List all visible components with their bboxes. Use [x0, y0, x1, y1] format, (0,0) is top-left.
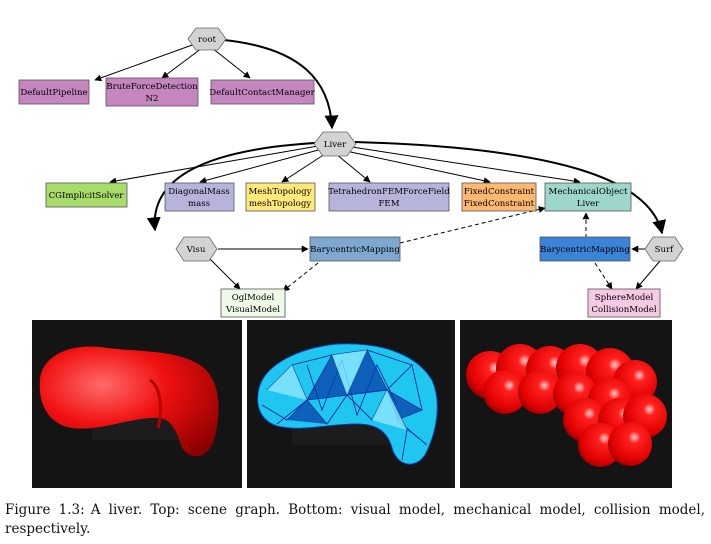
edge-liver-surf: [354, 141, 667, 235]
edge-surfmapping-sphere-dashed: [594, 262, 613, 290]
sphere-model-label-1: SphereModel: [595, 293, 654, 303]
node-ogl-model: OglModel VisualModel: [220, 288, 286, 318]
root-label: root: [198, 35, 216, 45]
node-root: root: [187, 27, 227, 51]
node-liver: Liver: [313, 131, 357, 157]
bruteforce-label-1: BruteForceDetection: [106, 82, 198, 92]
liver-label: Liver: [324, 140, 347, 150]
fem-label-2: FEM: [378, 199, 399, 209]
liver-visual-shape: [39, 346, 219, 457]
figure-caption: Figure 1.3: A liver. Top: scene graph. Bo…: [5, 501, 705, 539]
node-bruteforce: BruteForceDetection N2: [105, 77, 199, 107]
edge-root-contact: [211, 47, 251, 79]
mesh-topology-label-2: meshTopology: [249, 199, 312, 209]
edge-root-bruteforce: [161, 47, 203, 79]
contact-manager-label: DefaultContactManager: [209, 88, 315, 98]
diagonal-mass-label-1: DiagonalMass: [168, 187, 230, 197]
edge-mapping-ogl-dashed: [282, 262, 319, 292]
caption-label: Figure 1.3:: [5, 502, 85, 518]
edge-visu-ogl: [209, 258, 241, 290]
cg-solver-label: CGImplicitSolver: [49, 191, 125, 201]
mechanical-model-panel: [247, 320, 455, 488]
node-fixed-constraint: FixedConstraint FixedConstraint: [461, 182, 537, 212]
node-visu: Visu: [175, 236, 218, 262]
node-sphere-model: SphereModel CollisionModel: [587, 288, 661, 318]
mesh-topology-label-1: MeshTopology: [248, 187, 311, 197]
edge-liver-solver: [109, 145, 319, 185]
node-cg-solver: CGImplicitSolver: [45, 182, 128, 208]
edge-root-liver: [223, 39, 339, 130]
mechanical-object-label-1: MechanicalObject: [549, 187, 628, 197]
visu-label: Visu: [186, 245, 206, 255]
mechanical-object-label-2: Liver: [577, 199, 600, 209]
edge-liver-mechanical: [351, 146, 581, 185]
sphere-model-label-2: CollisionModel: [591, 305, 656, 315]
scene-graph: root DefaultPipeline BruteForceDetection…: [18, 27, 684, 318]
fem-label-1: TetrahedronFEMForceField: [328, 187, 450, 197]
liver-mechanical-shape: [257, 343, 438, 465]
node-contact-manager: DefaultContactManager: [209, 79, 316, 105]
node-mechanical-object: MechanicalObject Liver: [544, 182, 632, 212]
edge-surf-sphere: [635, 260, 661, 290]
edges: [94, 39, 667, 292]
node-fem: TetrahedronFEMForceField FEM: [328, 182, 450, 212]
edge-liver-visu: [146, 142, 316, 232]
default-pipeline-label: DefaultPipeline: [20, 88, 87, 98]
edge-mapping-mechanical-dashed: [399, 206, 546, 244]
barycentric-surf-label: BarycentricMapping: [540, 245, 630, 255]
edge-root-pipeline: [94, 43, 196, 82]
node-default-pipeline: DefaultPipeline: [18, 79, 90, 105]
edge-liver-fem: [335, 153, 371, 183]
visual-model-panel: [32, 320, 242, 488]
fixed-constraint-label-2: FixedConstraint: [464, 199, 535, 209]
node-mesh-topology: MeshTopology meshTopology: [245, 182, 316, 212]
barycentric-visu-label: BarycentricMapping: [310, 245, 400, 255]
bruteforce-label-2: N2: [146, 94, 159, 104]
node-surf: Surf: [644, 236, 684, 262]
caption-text: A liver. Top: scene graph. Bottom: visua…: [5, 502, 706, 537]
node-barycentric-visu: BarycentricMapping: [309, 236, 401, 262]
edge-liver-mass: [199, 148, 323, 184]
fixed-constraint-label-1: FixedConstraint: [464, 187, 535, 197]
collision-spheres: [466, 344, 667, 467]
edge-liver-topology: [281, 151, 329, 183]
diagonal-mass-label-2: mass: [188, 199, 210, 209]
node-diagonal-mass: DiagonalMass mass: [164, 182, 235, 212]
collision-model-panel: [460, 320, 672, 488]
node-barycentric-surf: BarycentricMapping: [539, 236, 631, 262]
surf-label: Surf: [655, 245, 675, 255]
edge-liver-fixed: [345, 150, 491, 185]
ogl-model-label-1: OglModel: [232, 293, 275, 303]
ogl-model-label-2: VisualModel: [225, 305, 280, 315]
